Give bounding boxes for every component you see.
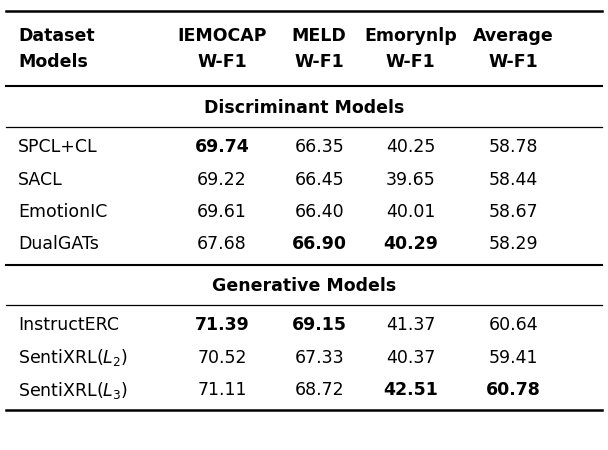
Text: 58.44: 58.44 — [489, 171, 539, 189]
Text: 58.78: 58.78 — [489, 138, 539, 156]
Text: 59.41: 59.41 — [489, 349, 539, 367]
Text: EmotionIC: EmotionIC — [18, 203, 108, 221]
Text: IEMOCAP: IEMOCAP — [177, 27, 267, 45]
Text: 66.40: 66.40 — [294, 203, 344, 221]
Text: W-F1: W-F1 — [197, 53, 247, 71]
Text: 66.45: 66.45 — [294, 171, 344, 189]
Text: 71.39: 71.39 — [195, 316, 249, 334]
Text: 70.52: 70.52 — [197, 349, 247, 367]
Text: 58.67: 58.67 — [489, 203, 539, 221]
Text: 69.61: 69.61 — [197, 203, 247, 221]
Text: SentiXRL($L_3$): SentiXRL($L_3$) — [18, 380, 128, 400]
Text: 69.22: 69.22 — [197, 171, 247, 189]
Text: 39.65: 39.65 — [385, 171, 435, 189]
Text: 40.25: 40.25 — [385, 138, 435, 156]
Text: 69.15: 69.15 — [292, 316, 347, 334]
Text: Discriminant Models: Discriminant Models — [204, 99, 404, 117]
Text: 71.11: 71.11 — [197, 381, 247, 399]
Text: 67.68: 67.68 — [197, 235, 247, 253]
Text: Emorynlp: Emorynlp — [364, 27, 457, 45]
Text: 66.35: 66.35 — [294, 138, 344, 156]
Text: 40.29: 40.29 — [383, 235, 438, 253]
Text: 66.90: 66.90 — [292, 235, 347, 253]
Text: 60.64: 60.64 — [489, 316, 539, 334]
Text: Generative Models: Generative Models — [212, 277, 396, 295]
Text: SentiXRL($L_2$): SentiXRL($L_2$) — [18, 347, 128, 368]
Text: 42.51: 42.51 — [383, 381, 438, 399]
Text: InstructERC: InstructERC — [18, 316, 119, 334]
Text: 41.37: 41.37 — [385, 316, 435, 334]
Text: 69.74: 69.74 — [195, 138, 249, 156]
Text: 67.33: 67.33 — [294, 349, 344, 367]
Text: Average: Average — [474, 27, 554, 45]
Text: 58.29: 58.29 — [489, 235, 539, 253]
Text: MELD: MELD — [292, 27, 347, 45]
Text: 40.37: 40.37 — [385, 349, 435, 367]
Text: 60.78: 60.78 — [486, 381, 541, 399]
Text: W-F1: W-F1 — [489, 53, 539, 71]
Text: W-F1: W-F1 — [294, 53, 344, 71]
Text: SACL: SACL — [18, 171, 63, 189]
Text: Dataset: Dataset — [18, 27, 95, 45]
Text: W-F1: W-F1 — [385, 53, 435, 71]
Text: DualGATs: DualGATs — [18, 235, 99, 253]
Text: SPCL+CL: SPCL+CL — [18, 138, 98, 156]
Text: 68.72: 68.72 — [294, 381, 344, 399]
Text: Models: Models — [18, 53, 88, 71]
Text: 40.01: 40.01 — [385, 203, 435, 221]
